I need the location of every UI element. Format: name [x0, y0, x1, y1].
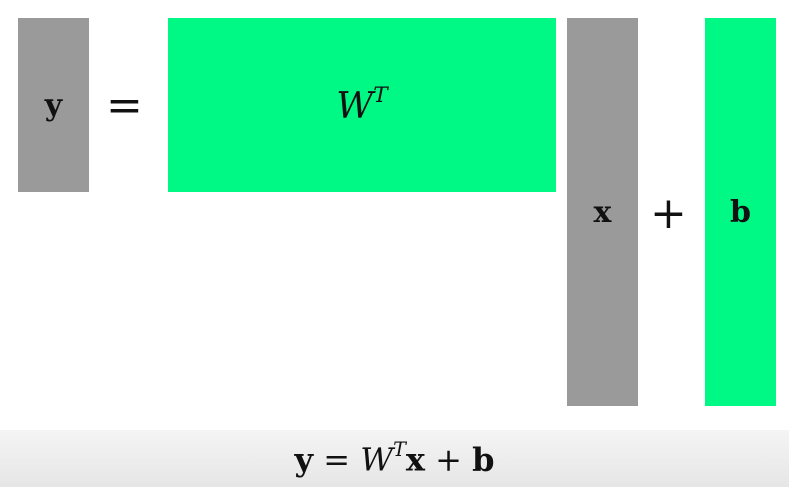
x-vector-label: x	[593, 194, 612, 230]
eq-w: W	[360, 440, 394, 479]
eq-equals: =	[323, 440, 351, 479]
bias-vector-label: b	[730, 194, 751, 230]
eq-y: y	[294, 440, 314, 479]
x-vector-block: x	[567, 18, 638, 406]
weight-matrix-block: WT	[168, 18, 556, 192]
bias-vector-block: b	[705, 18, 776, 406]
eq-plus: +	[435, 440, 462, 479]
eq-b: b	[472, 440, 495, 479]
y-vector-block: y	[18, 18, 89, 192]
equals-sign: =	[106, 80, 143, 131]
eq-x: x	[405, 440, 425, 479]
transpose-superscript: T	[373, 82, 388, 108]
plus-sign: +	[650, 188, 687, 239]
equation-caption: y = WTx + b	[294, 438, 494, 478]
y-vector-label: y	[44, 87, 63, 123]
equation-caption-bar: y = WTx + b	[0, 430, 789, 487]
weight-matrix-label: WT	[336, 82, 388, 128]
eq-transpose: T	[393, 438, 406, 462]
